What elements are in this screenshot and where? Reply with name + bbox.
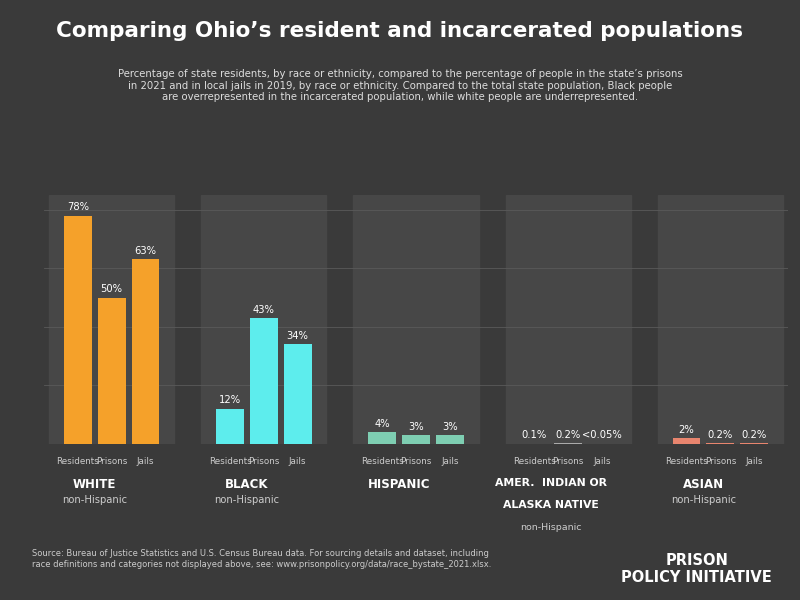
Text: PRISON
POLICY INITIATIVE: PRISON POLICY INITIATIVE — [622, 553, 772, 585]
Text: Residents: Residents — [57, 457, 99, 466]
Text: non-Hispanic: non-Hispanic — [671, 495, 736, 505]
Text: 0.2%: 0.2% — [708, 430, 733, 440]
Text: Residents: Residents — [209, 457, 251, 466]
Bar — [250, 318, 278, 444]
Text: ASIAN: ASIAN — [683, 478, 724, 491]
Text: non-Hispanic: non-Hispanic — [521, 523, 582, 532]
Text: 34%: 34% — [286, 331, 309, 341]
Text: 2%: 2% — [678, 425, 694, 434]
Text: <0.05%: <0.05% — [582, 430, 622, 440]
Bar — [673, 438, 701, 444]
Text: 78%: 78% — [67, 202, 89, 212]
Text: WHITE: WHITE — [73, 478, 117, 491]
Text: Jails: Jails — [594, 457, 610, 466]
Text: 63%: 63% — [134, 246, 157, 256]
Text: 3%: 3% — [442, 422, 458, 431]
Text: Source: Bureau of Justice Statistics and U.S. Census Bureau data. For sourcing d: Source: Bureau of Justice Statistics and… — [32, 550, 491, 569]
Text: Prisons: Prisons — [400, 457, 432, 466]
Text: Prisons: Prisons — [96, 457, 127, 466]
Text: 43%: 43% — [253, 305, 274, 314]
Text: Prisons: Prisons — [248, 457, 279, 466]
Text: 3%: 3% — [408, 422, 424, 431]
Bar — [202, 195, 326, 444]
Text: Residents: Residents — [513, 457, 556, 466]
Bar — [284, 344, 311, 444]
Text: Percentage of state residents, by race or ethnicity, compared to the percentage : Percentage of state residents, by race o… — [118, 69, 682, 102]
Bar — [368, 432, 396, 444]
Bar — [216, 409, 244, 444]
Bar — [506, 195, 630, 444]
Text: 12%: 12% — [219, 395, 241, 406]
Text: Prisons: Prisons — [553, 457, 584, 466]
Text: Jails: Jails — [137, 457, 154, 466]
Text: Jails: Jails — [289, 457, 306, 466]
Bar — [131, 259, 159, 444]
Text: Jails: Jails — [746, 457, 763, 466]
Text: 4%: 4% — [374, 419, 390, 429]
Text: non-Hispanic: non-Hispanic — [214, 495, 279, 505]
Text: Jails: Jails — [441, 457, 458, 466]
Text: HISPANIC: HISPANIC — [368, 478, 430, 491]
Text: BLACK: BLACK — [225, 478, 269, 491]
Bar — [64, 215, 92, 444]
Text: 0.1%: 0.1% — [522, 430, 547, 440]
Text: Prisons: Prisons — [705, 457, 736, 466]
Bar — [354, 195, 478, 444]
Text: 0.2%: 0.2% — [742, 430, 767, 440]
Bar — [98, 298, 126, 444]
Text: Comparing Ohio’s resident and incarcerated populations: Comparing Ohio’s resident and incarcerat… — [57, 21, 743, 41]
Bar — [436, 435, 464, 444]
Text: Residents: Residents — [361, 457, 403, 466]
Bar — [49, 195, 174, 444]
Text: ALASKA NATIVE: ALASKA NATIVE — [503, 500, 599, 511]
Bar — [658, 195, 783, 444]
Text: 0.2%: 0.2% — [555, 430, 581, 440]
Text: non-Hispanic: non-Hispanic — [62, 495, 127, 505]
Text: Residents: Residents — [665, 457, 708, 466]
Text: 50%: 50% — [101, 284, 122, 294]
Bar — [402, 435, 430, 444]
Text: AMER.  INDIAN OR: AMER. INDIAN OR — [495, 478, 607, 488]
